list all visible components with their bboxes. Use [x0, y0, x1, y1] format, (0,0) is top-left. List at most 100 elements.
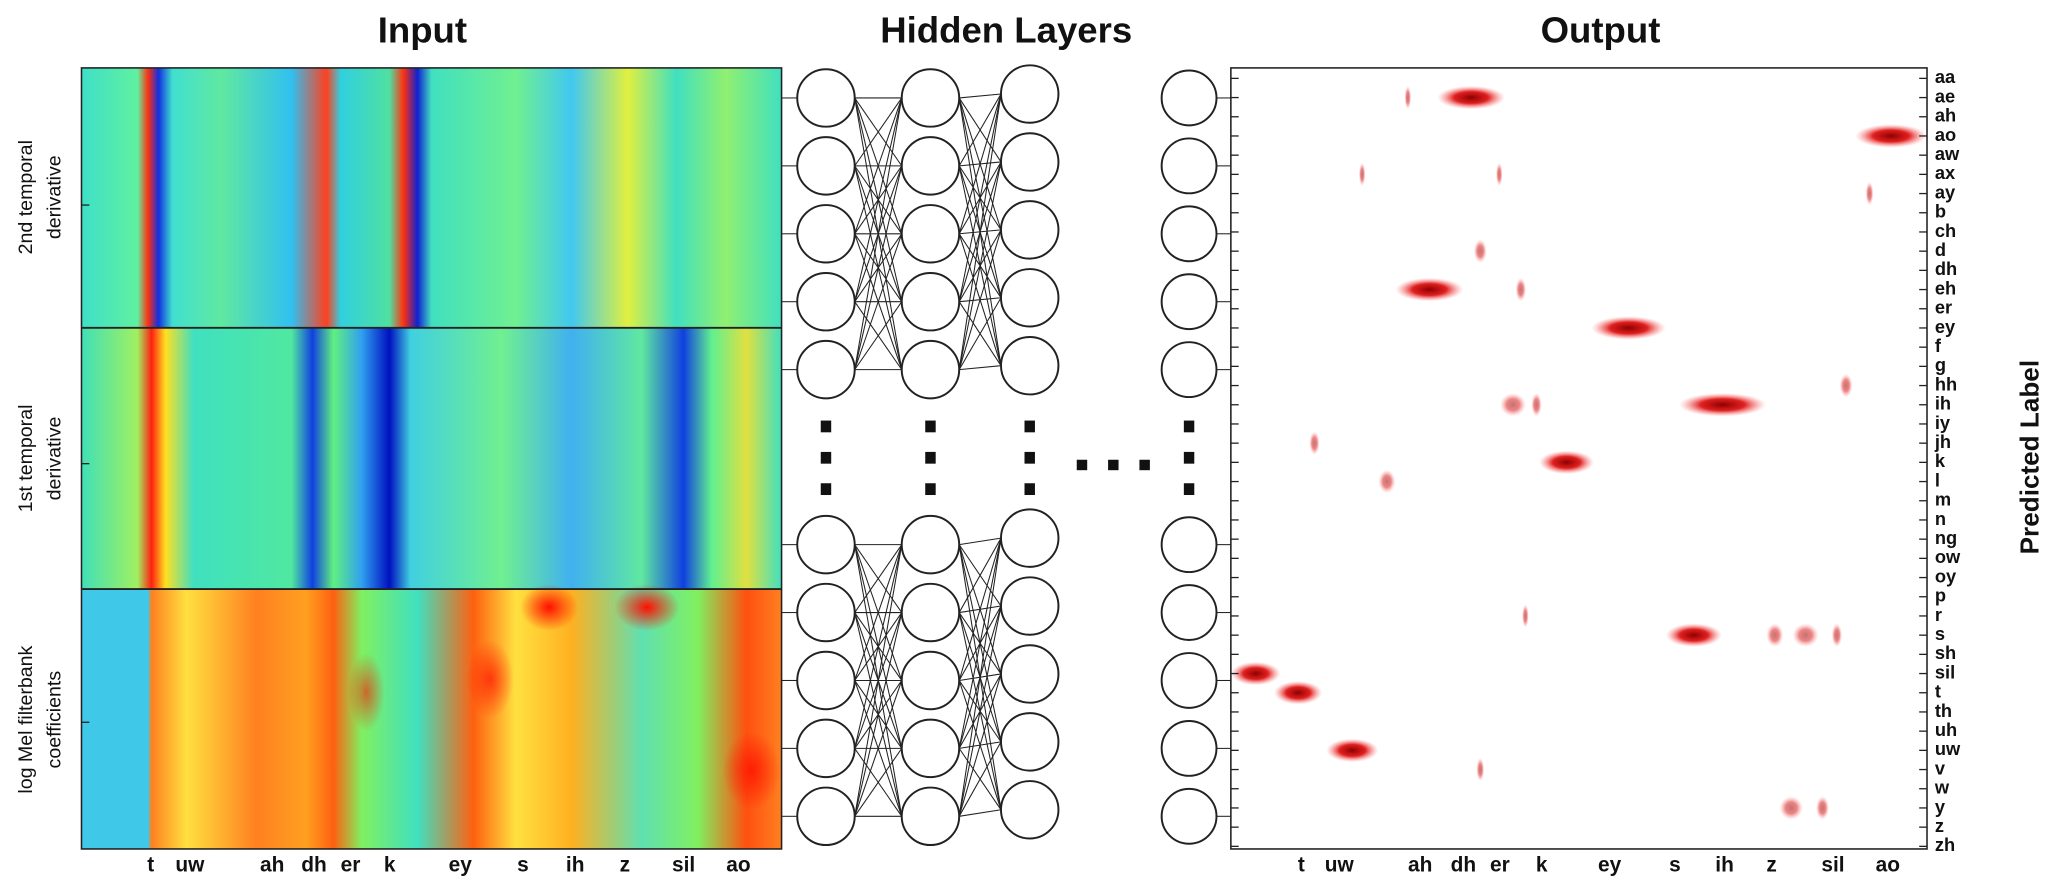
- neuron: [900, 204, 961, 264]
- x-label: sil: [672, 853, 695, 876]
- x-label: z: [1766, 853, 1776, 876]
- neuron: [900, 582, 961, 643]
- x-label: uw: [175, 853, 205, 876]
- y-label: zh: [1935, 834, 1955, 855]
- connection: [958, 537, 1002, 613]
- y-label: sil: [1935, 661, 1955, 682]
- activation: [1522, 604, 1529, 628]
- connection: [854, 612, 903, 817]
- dot: [1024, 420, 1035, 433]
- connection: [854, 301, 903, 370]
- connection: [958, 537, 1002, 681]
- hidden-title: Hidden Layers: [880, 9, 1132, 50]
- y-label: aw: [1935, 143, 1960, 164]
- connection: [854, 97, 903, 167]
- neuron: [1000, 132, 1060, 192]
- neuron: [1160, 787, 1218, 845]
- dot: [925, 483, 936, 496]
- hot-spot: [520, 583, 578, 631]
- y-label: hh: [1935, 373, 1957, 394]
- dot: [1183, 451, 1195, 464]
- connection: [854, 544, 903, 749]
- dot: [820, 451, 832, 464]
- y-label: l: [1935, 469, 1940, 490]
- connection: [959, 537, 1002, 546]
- neuron: [1000, 644, 1060, 704]
- network: [781, 64, 1231, 847]
- connection: [958, 161, 1002, 370]
- output-panel: [1230, 67, 1928, 850]
- neuron: [796, 339, 856, 400]
- y-label: ng: [1935, 527, 1957, 548]
- neuron: [796, 650, 856, 711]
- output-title: Output: [1541, 9, 1661, 50]
- connection: [854, 97, 903, 234]
- y-label: z: [1935, 815, 1944, 836]
- neuron: [900, 786, 961, 847]
- activation: [1591, 316, 1666, 340]
- row-label: log Mel filterbank: [15, 645, 37, 793]
- connection: [959, 93, 1002, 99]
- x-label: dh: [301, 853, 327, 876]
- neuron: [900, 68, 961, 128]
- x-label: ah: [260, 853, 284, 876]
- connection: [958, 538, 1002, 817]
- activation: [1230, 661, 1281, 686]
- neuron: [900, 650, 961, 711]
- activation: [1855, 124, 1928, 148]
- y-label: ch: [1935, 220, 1956, 241]
- y-label: uh: [1935, 719, 1957, 740]
- hot-spot: [614, 583, 680, 631]
- x-label: er: [341, 853, 361, 876]
- connection: [958, 673, 1002, 817]
- dot: [1024, 483, 1035, 496]
- connection: [958, 741, 1002, 817]
- activations: [1230, 85, 1928, 820]
- x-label: sil: [1821, 853, 1844, 876]
- y-label: m: [1935, 489, 1951, 510]
- activation: [1792, 623, 1819, 647]
- row-label: derivative: [44, 416, 66, 500]
- activation: [1779, 796, 1803, 820]
- activation: [1539, 450, 1594, 475]
- neuron: [796, 136, 856, 196]
- connection: [854, 97, 903, 302]
- y-label: v: [1935, 757, 1946, 778]
- connection: [854, 748, 903, 817]
- frame: [80, 67, 783, 850]
- row-label: coefficients: [44, 671, 66, 769]
- y-label: ay: [1935, 181, 1956, 202]
- x-label: t: [1298, 853, 1305, 876]
- activation: [1309, 431, 1320, 455]
- activation: [1865, 181, 1874, 206]
- dot: [1024, 451, 1035, 464]
- x-label: ah: [1408, 853, 1432, 876]
- dot: [1183, 420, 1195, 433]
- neuron: [1160, 516, 1218, 574]
- x-label: dh: [1451, 853, 1477, 876]
- neuron: [1000, 576, 1060, 636]
- y-label: n: [1935, 508, 1946, 529]
- neuron: [1160, 341, 1218, 399]
- neuron: [900, 718, 961, 779]
- dot: [925, 420, 936, 433]
- dot: [1183, 483, 1195, 496]
- connection: [854, 680, 903, 817]
- hot-spot: [722, 731, 781, 810]
- activation: [1437, 85, 1506, 110]
- input-panel: [80, 67, 783, 850]
- y-label: w: [1934, 777, 1950, 798]
- connection: [958, 605, 1002, 817]
- neuron: [1000, 335, 1060, 396]
- neuron: [1160, 652, 1218, 709]
- y-label: oy: [1935, 565, 1957, 586]
- y-label: ey: [1935, 316, 1956, 337]
- neuron: [1000, 780, 1060, 840]
- heatmap-2nd: [81, 67, 782, 328]
- y-label: er: [1935, 297, 1952, 318]
- neuron: [1000, 712, 1060, 772]
- neuron: [796, 204, 856, 264]
- activation: [1326, 738, 1379, 763]
- activation: [1766, 623, 1784, 647]
